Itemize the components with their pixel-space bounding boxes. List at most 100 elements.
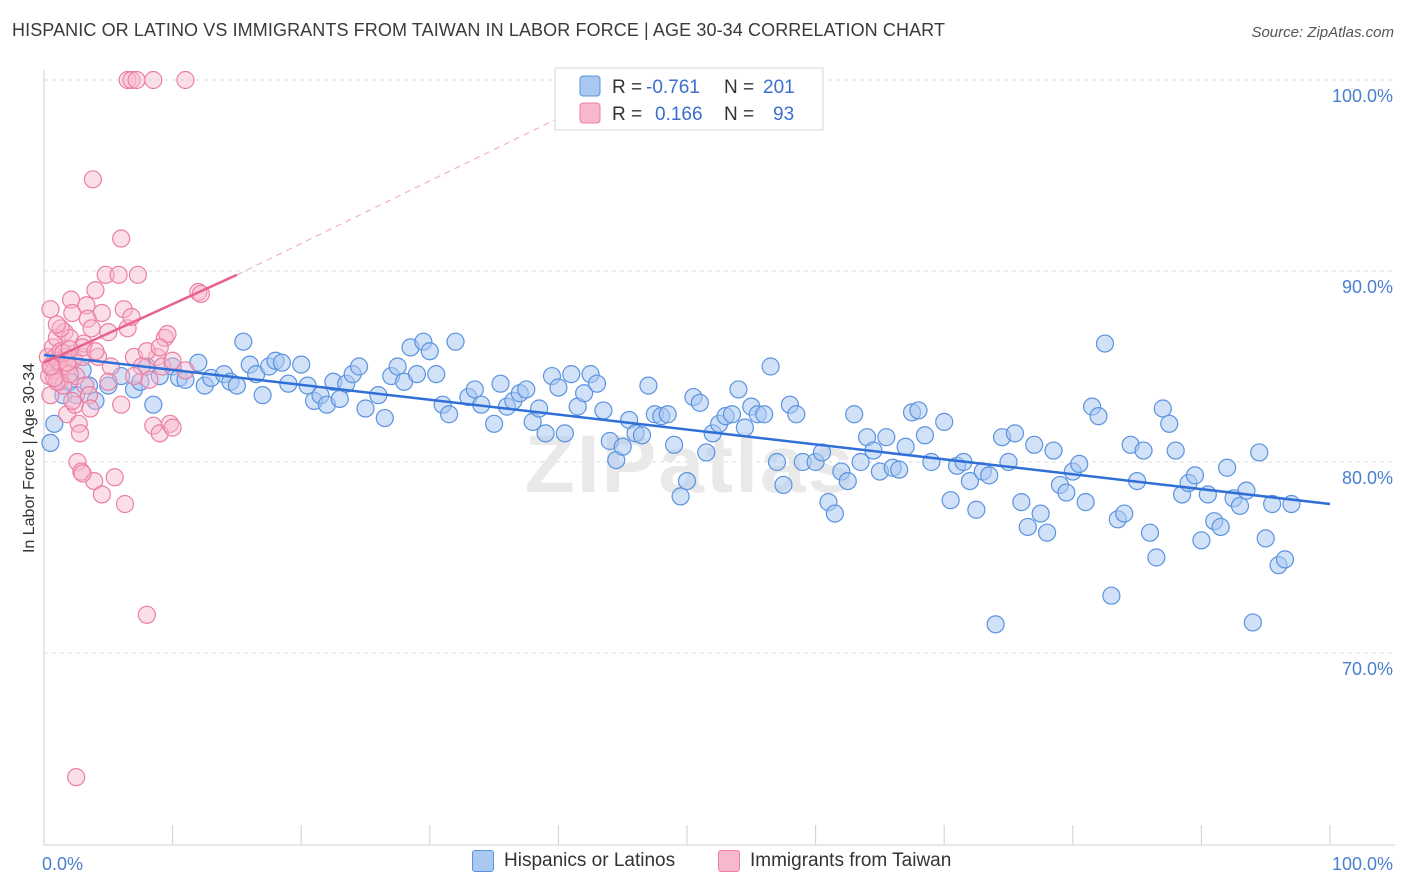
point-hispanics-155 <box>1115 504 1134 523</box>
point-taiwan-81 <box>112 395 131 414</box>
point-hispanics-162 <box>1160 414 1179 433</box>
point-hispanics-141 <box>1025 435 1044 454</box>
point-hispanics-73 <box>575 384 594 403</box>
point-hispanics-158 <box>1134 441 1153 460</box>
bottom-legend: Hispanics or Latinos Immigrants from Tai… <box>0 850 1406 878</box>
point-taiwan-62 <box>73 464 92 483</box>
point-hispanics-104 <box>774 475 793 495</box>
stats-n-label-blue: N = <box>724 77 754 98</box>
point-taiwan-61 <box>163 418 182 437</box>
point-hispanics-149 <box>1076 493 1095 512</box>
point-hispanics-163 <box>1166 441 1185 460</box>
point-hispanics-170 <box>1211 517 1230 537</box>
point-hispanics-177 <box>1256 529 1275 548</box>
point-taiwan-65 <box>122 70 141 90</box>
point-hispanics-24 <box>234 332 253 351</box>
trend-line-taiwan <box>43 273 238 364</box>
point-hispanics-97 <box>729 380 748 399</box>
point-hispanics-70 <box>555 424 574 443</box>
point-taiwan-40 <box>96 265 115 284</box>
point-hispanics-54 <box>439 405 459 424</box>
point-hispanics-151 <box>1089 407 1108 426</box>
point-hispanics-82 <box>632 426 652 445</box>
point-hispanics-176 <box>1250 443 1269 462</box>
point-hispanics-101 <box>755 405 774 424</box>
y-tick-label-1: 90.0% <box>1342 277 1393 297</box>
point-hispanics-76 <box>594 401 613 420</box>
point-taiwan-79 <box>86 342 105 361</box>
y-tick-label-3: 70.0% <box>1342 659 1393 679</box>
point-hispanics-1 <box>45 414 64 433</box>
point-hispanics-8 <box>99 376 118 395</box>
point-hispanics-122 <box>896 437 915 456</box>
legend-label-hispanics: Hispanics or Latinos <box>504 850 676 871</box>
stats-n-label-pink: N = <box>724 104 754 125</box>
point-hispanics-175 <box>1243 613 1262 632</box>
point-hispanics-140 <box>1018 517 1037 537</box>
point-hispanics-153 <box>1102 586 1121 605</box>
x-tick-label-1: 100.0% <box>1332 854 1393 874</box>
point-hispanics-180 <box>1275 550 1295 569</box>
point-hispanics-135 <box>986 615 1005 634</box>
stats-r-label-blue: R = <box>612 77 642 98</box>
point-taiwan-23 <box>68 452 87 472</box>
stats-legend-swatch-pink <box>579 102 601 124</box>
point-taiwan-35 <box>83 170 102 189</box>
point-taiwan-53 <box>140 370 159 389</box>
point-hispanics-143 <box>1037 523 1057 542</box>
legend-swatch-hispanics <box>472 850 494 872</box>
point-taiwan-32 <box>79 386 99 405</box>
point-taiwan-39 <box>92 303 111 323</box>
point-hispanics-87 <box>665 435 684 454</box>
point-hispanics-79 <box>613 437 632 456</box>
point-taiwan-91 <box>47 315 66 334</box>
point-hispanics-148 <box>1070 454 1089 474</box>
stats-legend: R = -0.761 N = 201 R = 0.166 N = 93 <box>554 67 824 131</box>
stats-n-value-pink: 93 <box>773 104 794 125</box>
point-hispanics-52 <box>427 365 446 384</box>
point-taiwan-84 <box>150 338 169 357</box>
point-hispanics-113 <box>838 472 857 491</box>
point-hispanics-166 <box>1185 466 1205 485</box>
point-taiwan-52 <box>137 605 156 624</box>
point-taiwan-72 <box>60 365 79 384</box>
legend-swatch-taiwan <box>718 850 740 872</box>
stats-r-label-pink: R = <box>612 104 642 125</box>
y-tick-label-0: 100.0% <box>1332 86 1393 106</box>
point-hispanics-139 <box>1012 493 1031 512</box>
point-hispanics-75 <box>587 374 607 393</box>
point-hispanics-106 <box>787 405 806 424</box>
point-taiwan-89 <box>115 494 135 514</box>
point-hispanics-160 <box>1147 548 1166 567</box>
chart-title: HISPANIC OR LATINO VS IMMIGRANTS FROM TA… <box>12 20 946 40</box>
point-taiwan-57 <box>153 357 172 376</box>
stats-r-value-pink: 0.166 <box>655 104 703 125</box>
point-hispanics-60 <box>491 374 510 393</box>
point-taiwan-63 <box>92 485 111 504</box>
point-hispanics-69 <box>549 378 568 397</box>
point-taiwan-34 <box>82 319 101 338</box>
trend-line-hispanics <box>43 353 1331 506</box>
legend-item-hispanics[interactable]: Hispanics or Latinos <box>472 850 675 872</box>
point-hispanics-0 <box>41 433 60 452</box>
trend-line-taiwan-extension <box>236 117 559 276</box>
point-hispanics-23 <box>227 376 246 395</box>
point-hispanics-174 <box>1237 481 1256 500</box>
legend-item-taiwan[interactable]: Immigrants from Taiwan <box>718 850 951 872</box>
x-tick-label-0: 0.0% <box>42 854 83 874</box>
point-taiwan-73 <box>45 368 64 388</box>
point-hispanics-132 <box>967 500 986 519</box>
point-hispanics-98 <box>735 418 754 437</box>
point-hispanics-96 <box>722 405 742 424</box>
point-hispanics-152 <box>1095 334 1115 353</box>
point-taiwan-42 <box>101 357 120 376</box>
point-hispanics-128 <box>941 491 960 510</box>
point-taiwan-77 <box>41 300 60 319</box>
point-hispanics-146 <box>1057 483 1076 502</box>
point-hispanics-13 <box>144 395 163 414</box>
y-tick-label-2: 80.0% <box>1342 468 1393 488</box>
point-hispanics-161 <box>1153 399 1172 418</box>
point-hispanics-67 <box>536 424 555 443</box>
point-taiwan-46 <box>114 300 133 319</box>
point-hispanics-44 <box>375 408 394 428</box>
